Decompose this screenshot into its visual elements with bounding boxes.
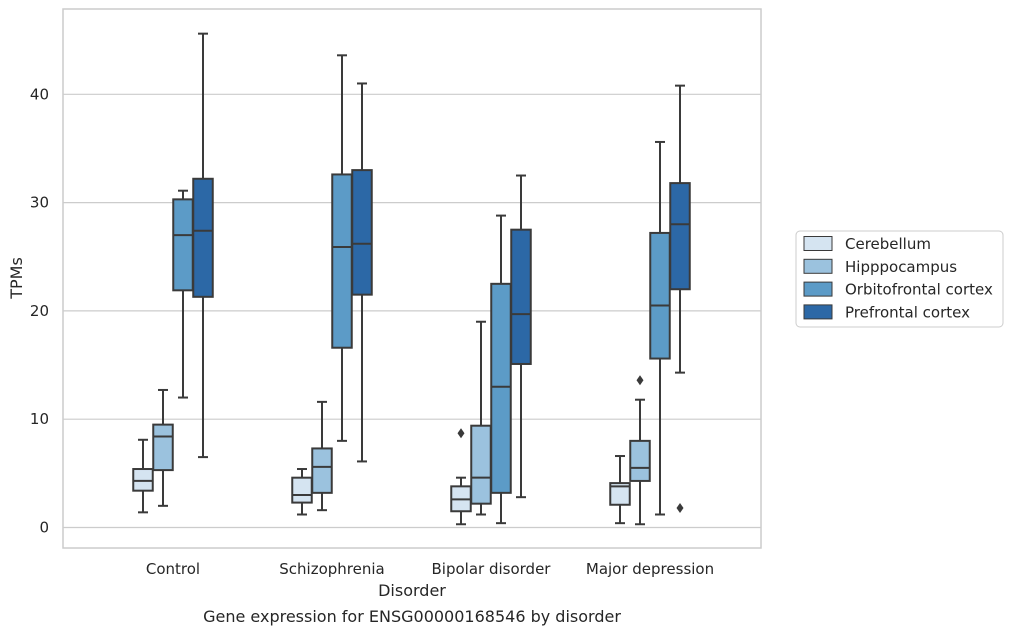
y-tick-label-30: 30 [30,194,49,212]
legend-swatch-2 [804,282,832,296]
box-iqr [332,174,352,347]
box-iqr [352,170,372,295]
box-iqr [471,426,491,504]
y-tick-label-0: 0 [39,519,49,537]
legend-label-1: Hipppocampus [845,258,957,276]
y-axis-label: TPMs [7,257,26,300]
box-plot-chart: 0 10 20 30 40 Control Schizophrenia Bipolar di… [0,0,1013,634]
box-iqr [312,448,332,492]
box-iqr [491,284,511,493]
x-tick-labels: Control Schizophrenia Bipolar disorder Majo… [146,560,714,578]
box-iqr [511,230,531,364]
box-iqr [173,199,193,290]
x-axis-label: Disorder [378,581,446,600]
legend-swatch-1 [804,259,832,273]
box-iqr [292,478,312,503]
y-tick-label-20: 20 [30,302,49,320]
x-tick-label-0: Control [146,560,200,578]
y-tick-label-40: 40 [30,85,49,103]
legend-swatch-0 [804,237,832,251]
box-iqr [193,179,213,297]
y-tick-labels: 0 10 20 30 40 [30,85,49,536]
chart-caption: Gene expression for ENSG00000168546 by d… [203,607,621,626]
legend-label-3: Prefrontal cortex [845,303,970,321]
x-tick-label-1: Schizophrenia [279,560,384,578]
legend-swatch-3 [804,305,832,319]
x-tick-label-2: Bipolar disorder [432,560,552,578]
x-tick-label-3: Major depression [586,560,714,578]
box-iqr [153,425,173,470]
legend: Cerebellum Hipppocampus Orbitofrontal cort… [796,231,1003,327]
y-tick-label-10: 10 [30,410,49,428]
box-iqr [650,233,670,359]
box-iqr [630,441,650,481]
box-iqr [133,469,153,491]
legend-label-2: Orbitofrontal cortex [845,281,993,299]
legend-label-0: Cerebellum [845,235,931,253]
box-iqr [670,183,690,289]
